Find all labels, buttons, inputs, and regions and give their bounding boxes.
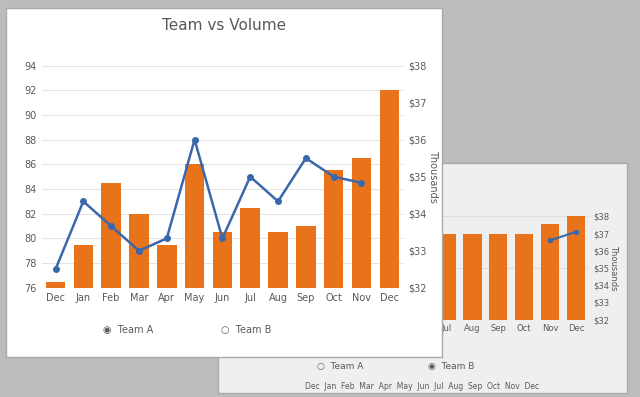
Text: ○  Team B: ○ Team B xyxy=(221,326,271,335)
Bar xyxy=(129,214,148,397)
Text: ○  Team A: ○ Team A xyxy=(317,362,364,371)
Bar xyxy=(567,208,585,397)
Bar xyxy=(46,281,65,397)
Bar xyxy=(157,245,177,397)
Bar xyxy=(101,183,121,397)
Bar xyxy=(268,232,288,397)
Bar xyxy=(386,234,404,397)
Bar xyxy=(308,234,326,397)
Bar xyxy=(412,234,430,397)
Bar xyxy=(74,245,93,397)
Bar xyxy=(334,234,352,397)
Text: ◉  Team B: ◉ Team B xyxy=(428,362,474,371)
Bar xyxy=(541,224,559,397)
Y-axis label: Thousands: Thousands xyxy=(428,150,438,203)
Bar xyxy=(212,232,232,397)
Bar xyxy=(185,164,204,397)
Bar xyxy=(463,234,481,397)
Bar xyxy=(380,90,399,397)
Bar xyxy=(360,234,378,397)
Y-axis label: Thousands: Thousands xyxy=(609,245,618,291)
Bar xyxy=(438,234,456,397)
Bar xyxy=(282,234,301,397)
Bar xyxy=(352,158,371,397)
Bar xyxy=(257,314,275,397)
Bar xyxy=(296,226,316,397)
Text: Dec  Jan  Feb  Mar  Apr  May  Jun  Jul  Aug  Sep  Oct  Nov  Dec: Dec Jan Feb Mar Apr May Jun Jul Aug Sep … xyxy=(305,382,540,391)
Bar xyxy=(241,208,260,397)
Bar xyxy=(324,170,344,397)
Text: Team vs Volume: Team vs Volume xyxy=(162,18,286,33)
Text: ◉  Team A: ◉ Team A xyxy=(103,326,154,335)
Bar xyxy=(490,234,508,397)
Bar xyxy=(515,234,533,397)
